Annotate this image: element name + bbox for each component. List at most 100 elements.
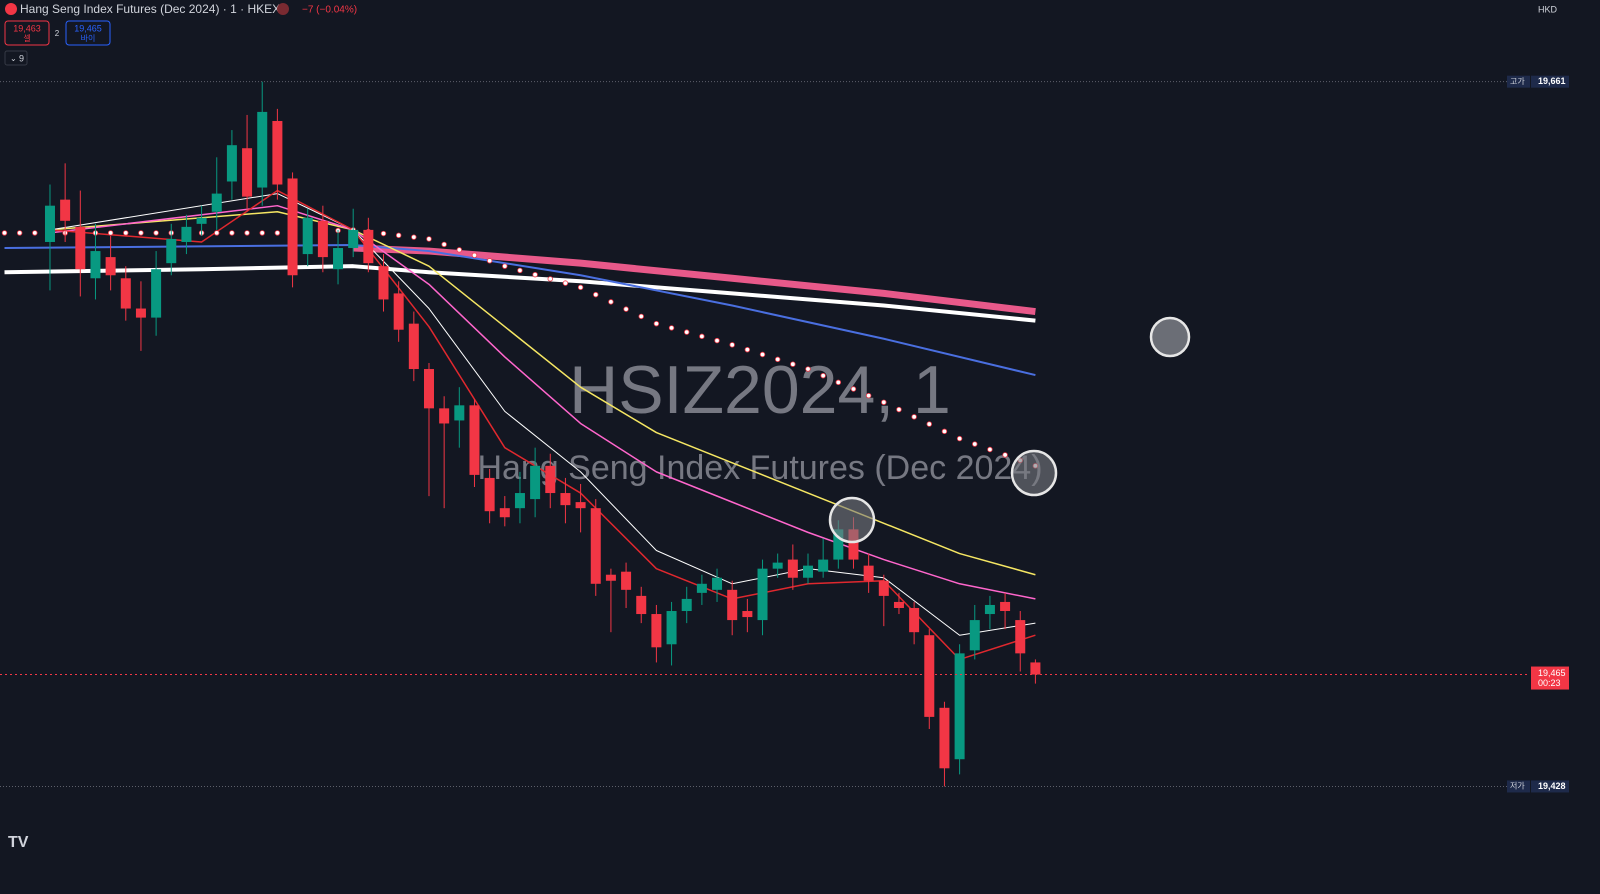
- psar-dot: [1, 230, 8, 236]
- candle-body: [681, 598, 692, 612]
- psar-dot: [684, 329, 690, 335]
- candle-body: [893, 601, 904, 608]
- psar-dot: [987, 446, 993, 453]
- psar-dot: [562, 280, 569, 286]
- psar-dot: [244, 230, 250, 236]
- psar-dot: [274, 230, 281, 236]
- psar-dot: [426, 236, 432, 242]
- low_marker-value: 19,428: [1538, 781, 1566, 791]
- candle-body: [636, 595, 647, 615]
- psar-dot: [638, 313, 644, 320]
- high_marker-tag: [1507, 75, 1530, 88]
- currency[interactable]: HKD: [1538, 4, 1558, 14]
- candle-body: [423, 369, 434, 409]
- candle-body: [666, 611, 677, 645]
- candle-body: [151, 269, 162, 318]
- psar-dot: [881, 399, 887, 406]
- psar-dot: [107, 230, 114, 236]
- sell-button[interactable]: [4, 20, 50, 46]
- candle-body: [60, 199, 71, 221]
- candle-body: [90, 251, 101, 279]
- sell-price[interactable]: 19,463: [13, 23, 41, 33]
- last-price-tag: [1531, 666, 1569, 690]
- psar-dot: [714, 337, 720, 344]
- candle-body: [454, 405, 465, 421]
- candle-body: [575, 502, 586, 509]
- candle-body: [803, 565, 814, 578]
- low_marker-tag: [1507, 780, 1530, 793]
- psar-dot: [729, 342, 735, 348]
- psar-dot: [517, 267, 523, 274]
- alert-icon: [277, 3, 289, 15]
- psar-dot: [153, 230, 159, 236]
- buy-button[interactable]: [65, 20, 111, 46]
- watermark-symbol: HSIZ2024, 1: [569, 352, 951, 428]
- candle-body: [848, 529, 859, 560]
- psar-dot: [623, 306, 629, 312]
- psar-dot: [911, 414, 917, 420]
- candle-body: [333, 248, 344, 270]
- candle-body: [348, 229, 359, 249]
- candle-body: [545, 465, 556, 494]
- candle-body: [863, 565, 874, 581]
- psar-dot: [790, 361, 796, 367]
- watermark-name: Hang Seng Index Futures (Dec 2024): [477, 449, 1042, 487]
- candle-body: [742, 611, 753, 618]
- candle-body: [135, 308, 146, 318]
- psar-dot: [744, 346, 751, 353]
- psar-dot: [123, 230, 129, 236]
- candle-body: [378, 266, 389, 300]
- candle-body: [696, 583, 707, 593]
- candle-body: [408, 323, 419, 370]
- psar-dot: [972, 441, 978, 447]
- candle-body: [530, 465, 541, 500]
- price-axis: [1530, 0, 1600, 894]
- psar-dot: [486, 258, 493, 264]
- buy-label[interactable]: 바이: [81, 33, 96, 43]
- candle-body: [909, 607, 920, 633]
- psar-dot: [456, 247, 463, 253]
- high_marker-label: 고가: [1510, 77, 1525, 86]
- candle-body: [924, 635, 935, 717]
- candle-body: [969, 620, 980, 651]
- psar-dot: [774, 356, 781, 363]
- candle-body: [1000, 601, 1011, 612]
- moving-average: [49, 210, 1036, 576]
- candle-body: [242, 148, 253, 197]
- countdown: 00:23: [1538, 678, 1561, 688]
- candle-body: [75, 226, 86, 270]
- psar-dot: [411, 234, 417, 240]
- drawing-circle[interactable]: [1010, 449, 1058, 497]
- drawing-circle[interactable]: [1149, 316, 1191, 358]
- candle-body: [484, 477, 495, 512]
- psar-dot: [259, 230, 265, 236]
- psar-dot: [699, 333, 705, 340]
- logo[interactable]: TV: [8, 834, 29, 851]
- candle-body: [196, 217, 207, 224]
- sell-label[interactable]: 셀: [23, 33, 30, 43]
- psar-dot: [896, 406, 902, 413]
- psar-dot: [593, 291, 599, 298]
- candle-body: [1030, 662, 1041, 675]
- drawing-circle[interactable]: [828, 496, 876, 544]
- psar-dot: [577, 284, 584, 291]
- candle-body: [1015, 620, 1026, 654]
- low_marker-value-tag: [1531, 780, 1569, 793]
- candle-body: [605, 574, 616, 581]
- candle-body: [363, 229, 374, 264]
- psar-dot: [820, 372, 826, 379]
- candle-body: [833, 529, 844, 560]
- chevron[interactable]: ⌄: [10, 54, 17, 63]
- indicator-count[interactable]: 9: [19, 53, 24, 63]
- candle-body: [878, 580, 889, 596]
- candle-body: [621, 571, 632, 590]
- buy-price[interactable]: 19,465: [74, 23, 102, 33]
- indicator-toggle[interactable]: [4, 50, 28, 66]
- psar-dot: [532, 271, 538, 278]
- psar-dot: [16, 230, 23, 236]
- spread: 2: [55, 29, 60, 38]
- header-title: Hang Seng Index Futures (Dec 2024) · 1 ·…: [20, 2, 280, 16]
- candle-body: [317, 220, 328, 258]
